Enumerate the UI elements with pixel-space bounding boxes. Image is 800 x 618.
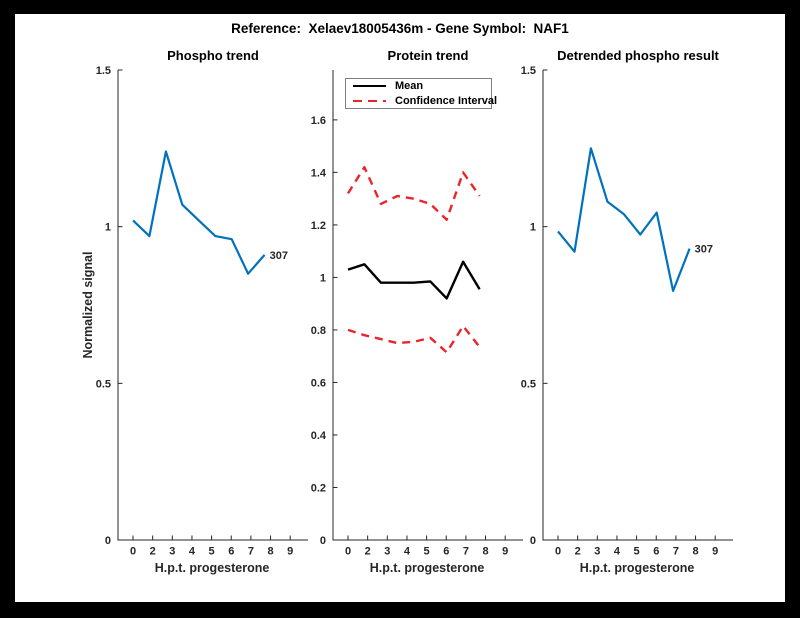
y-tick-label-2: 0.8 xyxy=(311,325,326,337)
y-tick-label-1: 1 xyxy=(105,222,111,234)
legend-ci-entry: Confidence Interval xyxy=(346,95,497,107)
y-tick-label-1: 1.5 xyxy=(96,65,111,77)
axes-3 xyxy=(542,70,733,541)
x-tick-label-1: 0 xyxy=(130,546,136,558)
x-tick-label-1: 7 xyxy=(248,546,254,558)
axes-2 xyxy=(332,70,523,541)
x-tick-label-1: 8 xyxy=(267,546,273,558)
x-tick-label-2: 2 xyxy=(365,546,371,558)
y-tick-label-3: 1 xyxy=(530,222,536,234)
x-tick-label-2: 4 xyxy=(404,546,411,558)
subplot-title-detrended-result: Detrended phospho result xyxy=(557,48,719,63)
subplot-title-phospho-trend: Phospho trend xyxy=(167,48,259,63)
y-tick-label-2: 1.6 xyxy=(311,115,326,127)
x-tick-label-3: 7 xyxy=(673,546,679,558)
y-tick-label-2: 0.6 xyxy=(311,377,326,389)
ci-line-sample-icon xyxy=(353,99,386,103)
figure-background xyxy=(15,14,785,602)
mean-line xyxy=(347,260,481,300)
y-tick-label-3: 1.5 xyxy=(521,65,536,77)
x-tick-label-3: 8 xyxy=(692,546,698,558)
x-tick-label-1: 9 xyxy=(287,546,293,558)
y-tick-label-3: 0 xyxy=(530,535,536,547)
mean-line-sample-icon xyxy=(353,84,386,88)
x-axis-label-3: H.p.t. progesterone xyxy=(579,561,695,575)
legend-box: Mean Confidence Interval xyxy=(345,78,497,109)
legend-mean-entry: Mean xyxy=(346,80,491,92)
ci-upper-line xyxy=(346,166,481,221)
y-tick-label-3: 0.5 xyxy=(521,378,536,390)
axes-1 xyxy=(117,70,308,541)
y-tick-label-1: 0 xyxy=(105,535,111,547)
y-axis-label: Normalized signal xyxy=(81,251,95,359)
ci-lower-line xyxy=(347,324,481,354)
legend-mean-label: Mean xyxy=(395,80,424,92)
y-tick-label-2: 0.4 xyxy=(311,430,327,442)
x-tick-label-3: 6 xyxy=(653,546,659,558)
figure-title: Reference: Xelaev18005436m - Gene Symbol… xyxy=(231,21,569,36)
x-tick-label-2: 8 xyxy=(482,546,488,558)
legend-ci-label: Confidence Interval xyxy=(395,95,498,107)
x-tick-label-1: 6 xyxy=(228,546,234,558)
x-tick-label-2: 6 xyxy=(443,546,449,558)
x-tick-label-1: 4 xyxy=(189,546,196,558)
x-tick-label-1: 5 xyxy=(209,546,215,558)
x-tick-label-3: 9 xyxy=(712,546,718,558)
x-axis-label-1: H.p.t. progesterone xyxy=(154,561,270,575)
end-label-1: 307 xyxy=(270,250,288,262)
y-tick-label-2: 0 xyxy=(320,535,326,547)
x-tick-label-2: 0 xyxy=(345,546,351,558)
phospho-trend-line xyxy=(132,150,266,275)
x-tick-label-2: 5 xyxy=(424,546,430,558)
x-tick-label-1: 2 xyxy=(150,546,156,558)
x-tick-label-2: 7 xyxy=(463,546,469,558)
detrended-phospho-line xyxy=(557,147,691,292)
y-tick-label-2: 0.2 xyxy=(311,482,326,494)
x-tick-label-3: 4 xyxy=(614,546,621,558)
y-tick-label-1: 0.5 xyxy=(96,378,111,390)
x-tick-label-3: 5 xyxy=(634,546,640,558)
x-tick-label-1: 3 xyxy=(169,546,175,558)
y-tick-label-2: 1.2 xyxy=(311,220,326,232)
subplot-title-protein-trend: Protein trend xyxy=(387,48,469,63)
x-tick-label-3: 3 xyxy=(594,546,600,558)
y-tick-label-2: 1.4 xyxy=(311,167,327,179)
y-tick-label-2: 1 xyxy=(320,272,326,284)
x-tick-label-2: 9 xyxy=(502,546,508,558)
x-tick-label-2: 3 xyxy=(384,546,390,558)
x-axis-label-2: H.p.t. progesterone xyxy=(369,561,485,575)
x-tick-label-3: 0 xyxy=(555,546,561,558)
x-tick-label-3: 2 xyxy=(575,546,581,558)
end-label-3: 307 xyxy=(695,244,713,256)
